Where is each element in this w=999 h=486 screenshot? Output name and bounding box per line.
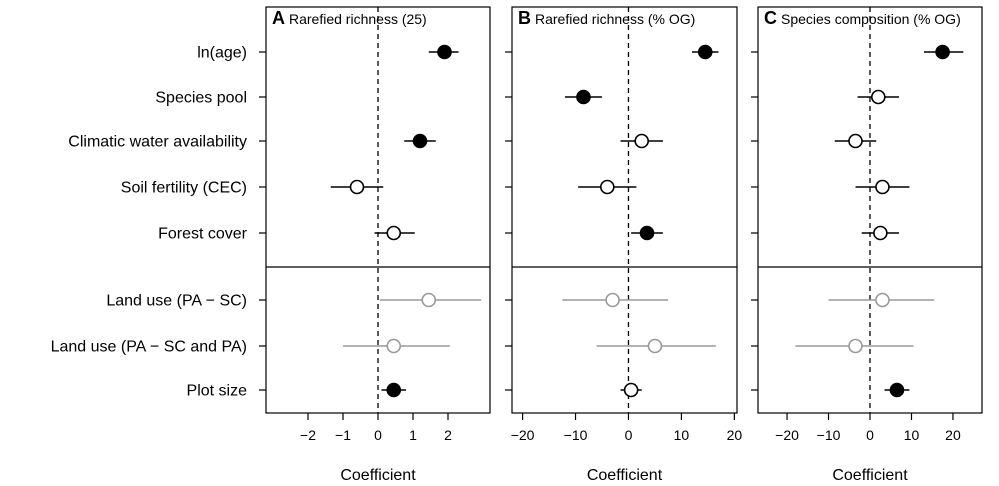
x-tick-label: 2 xyxy=(444,427,452,443)
x-tick-label: −10 xyxy=(817,427,841,443)
row-label-climatic-water-availability: Climatic water availability xyxy=(68,134,247,151)
row-label-soil-fertility-cec: Soil fertility (CEC) xyxy=(121,180,247,197)
row-label-forest-cover: Forest cover xyxy=(158,226,248,243)
estimate-point-soil-fertility-cec xyxy=(875,179,890,195)
estimate-point-plot-size xyxy=(889,382,905,398)
panel-letter: C xyxy=(764,8,777,28)
estimate-point-climatic-water-availability xyxy=(848,133,863,149)
x-tick-label: −2 xyxy=(300,427,316,443)
estimate-point-species-pool xyxy=(870,89,886,105)
x-tick-label: −1 xyxy=(335,427,351,443)
estimate-point-land-use-pa-sc-and-pa xyxy=(386,338,402,354)
panel-a: −2 −1 0 1 2 Coefficient A Rarefied richness (25… xyxy=(259,6,491,484)
x-tick-label: 20 xyxy=(727,427,743,443)
x-tick-label: 10 xyxy=(904,427,920,443)
x-axis-title: Coefficient xyxy=(340,467,416,484)
estimate-point-plot-size xyxy=(623,382,639,398)
panel-subtitle: Rarefied richness (25) xyxy=(289,11,427,27)
panel-title: B Rarefied richness (% OG) xyxy=(518,8,695,28)
estimate-point-forest-cover xyxy=(873,225,888,241)
x-tick-label: −20 xyxy=(775,427,799,443)
estimate-point-land-use-pa-sc-and-pa xyxy=(848,338,863,354)
panel-subtitle: Rarefied richness (% OG) xyxy=(535,11,695,27)
estimate-point-soil-fertility-cec xyxy=(349,179,365,195)
row-label-land-use-pa-sc: Land use (PA − SC) xyxy=(106,293,247,310)
panel-title: A Rarefied richness (25) xyxy=(272,8,427,28)
estimate-point-climatic-water-availability xyxy=(634,133,650,149)
panel-b: −20 −10 0 10 20 Coefficient B Rarefied richness… xyxy=(505,6,743,484)
x-tick-label: 20 xyxy=(945,427,961,443)
panel-title: C Species composition (% OG) xyxy=(764,8,961,28)
x-tick-label: 1 xyxy=(409,427,417,443)
x-axis-title: Coefficient xyxy=(587,467,663,484)
x-tick-label: −10 xyxy=(564,427,588,443)
x-tick-label: 0 xyxy=(374,427,382,443)
row-label-plot-size: Plot size xyxy=(187,383,248,400)
estimate-point-climatic-water-availability xyxy=(412,133,428,149)
estimate-point-land-use-pa-sc-and-pa xyxy=(647,338,663,354)
plot-frame xyxy=(511,6,738,414)
x-tick-label: 0 xyxy=(625,427,633,443)
row-label-ln-age: ln(age) xyxy=(197,45,247,62)
estimate-point-ln-age xyxy=(697,44,713,60)
estimate-point-land-use-pa-sc xyxy=(421,292,437,308)
x-tick-label: −20 xyxy=(511,427,535,443)
x-axis-title: Coefficient xyxy=(832,467,908,484)
estimate-point-land-use-pa-sc xyxy=(605,292,620,308)
panel-letter: B xyxy=(518,8,531,28)
estimate-point-forest-cover xyxy=(639,225,655,241)
estimate-point-species-pool xyxy=(576,89,591,105)
estimate-point-forest-cover xyxy=(386,225,402,241)
panel-c: −20 −10 0 10 20 Coefficient C Species compositi… xyxy=(751,6,983,484)
estimate-point-plot-size xyxy=(386,382,402,398)
row-labels: ln(age) Species pool Climatic water availa… xyxy=(51,45,248,400)
panel-letter: A xyxy=(272,8,285,28)
x-tick-label: 0 xyxy=(866,427,874,443)
estimate-point-ln-age xyxy=(935,44,950,60)
estimate-point-soil-fertility-cec xyxy=(599,179,615,195)
estimate-point-land-use-pa-sc xyxy=(875,292,890,308)
x-tick-label: 10 xyxy=(674,427,690,443)
estimate-point-ln-age xyxy=(437,44,452,60)
panel-subtitle: Species composition (% OG) xyxy=(781,11,961,27)
row-label-species-pool: Species pool xyxy=(155,90,247,107)
row-label-land-use-pa-sc-and-pa: Land use (PA − SC and PA) xyxy=(51,339,247,356)
